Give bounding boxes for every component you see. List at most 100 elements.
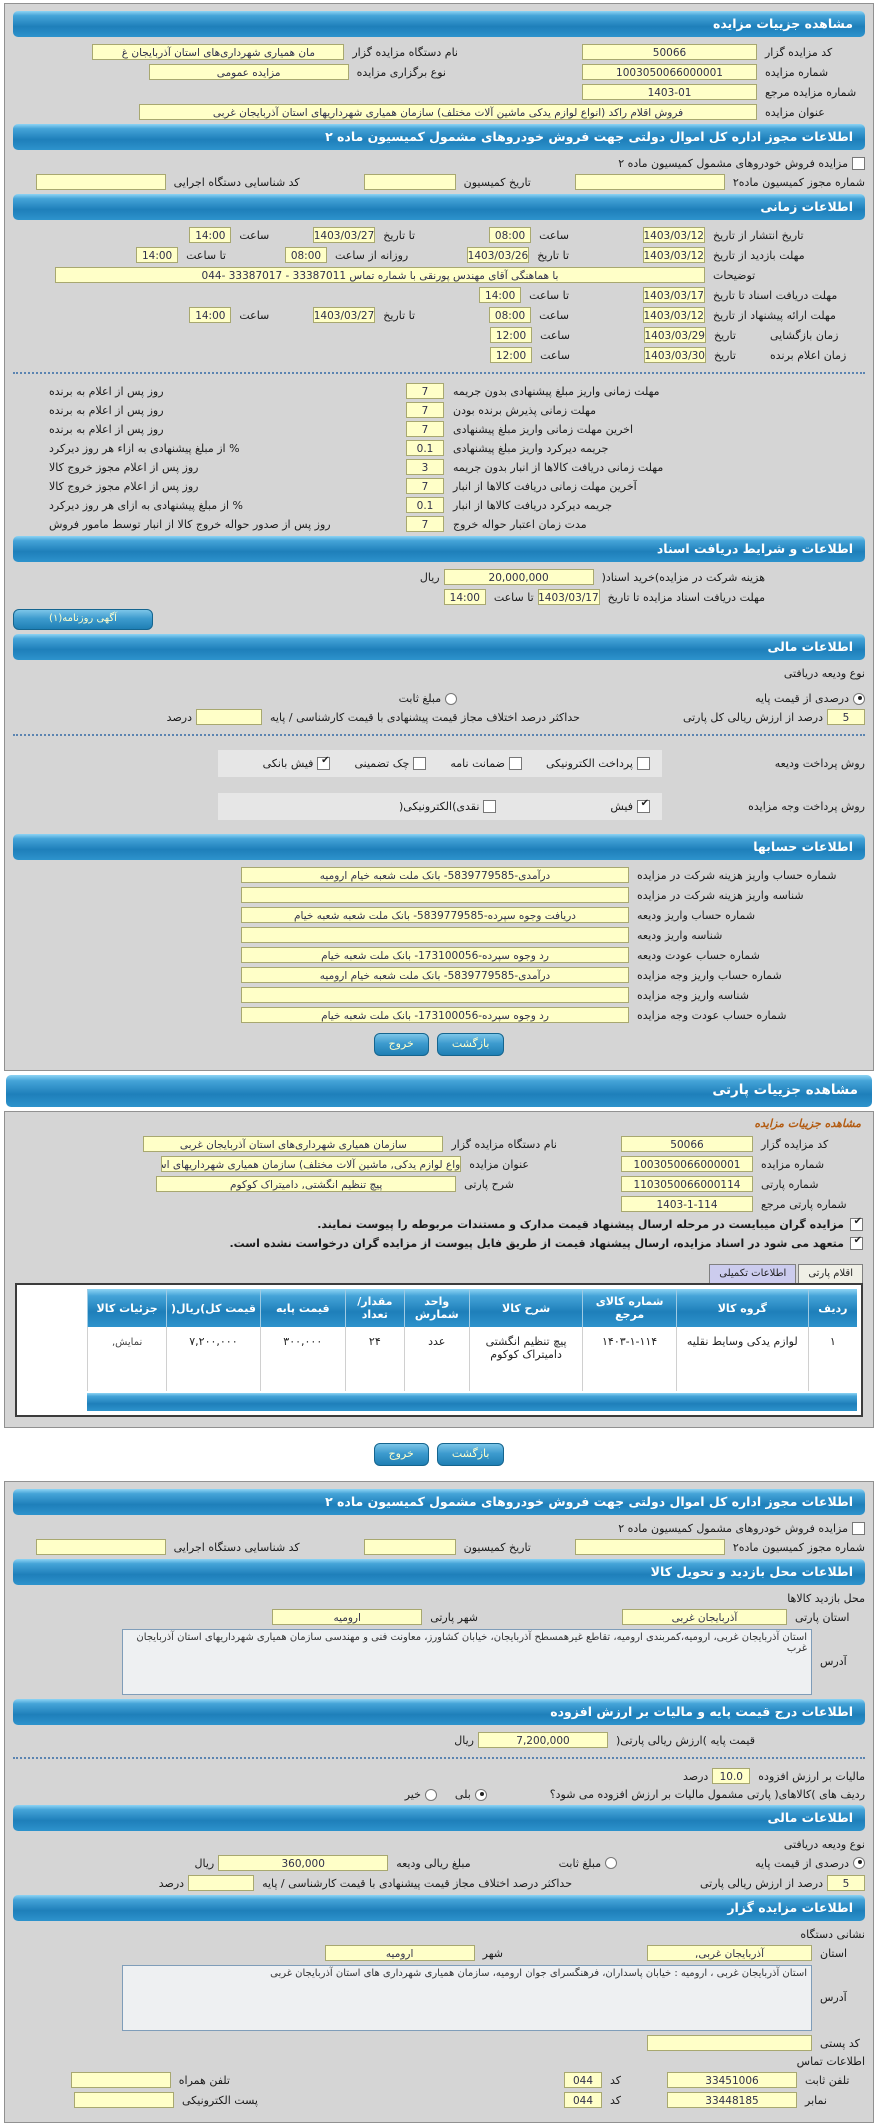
docs-deadline2-date-field[interactable]: 1403/03/17: [537, 589, 600, 605]
newspaper-ad-button[interactable]: آگهی روزنامه(۱): [13, 609, 153, 630]
max-diff-field[interactable]: [188, 1875, 255, 1891]
rule-value-field[interactable]: 0.1: [406, 440, 444, 456]
percent-of-base-radio[interactable]: [853, 692, 865, 705]
no-file-price-checkbox[interactable]: [850, 1235, 863, 1250]
account-field[interactable]: دریافت وجوه سپرده-5839779585- بانک ملت ش…: [241, 907, 629, 923]
base-price-field[interactable]: 7,200,000: [478, 1732, 608, 1748]
rule-value-field[interactable]: 3: [406, 459, 444, 475]
bidder-code-field[interactable]: 50066: [582, 44, 757, 60]
org-province-field[interactable]: آذربایجان غربی,: [647, 1945, 812, 1961]
postal-code-field[interactable]: [647, 2035, 812, 2051]
commission-date-field[interactable]: [363, 1539, 456, 1555]
slip-checkbox[interactable]: [637, 798, 650, 813]
account-field[interactable]: [241, 987, 629, 1003]
opening-time-field[interactable]: 12:00: [490, 327, 533, 343]
org-address-textarea[interactable]: استان آذربایجان غربی ، ارومیه : خیابان پ…: [122, 1965, 812, 2031]
email-field[interactable]: [74, 2092, 174, 2108]
fax-code-field[interactable]: 044: [563, 2092, 602, 2108]
show-details-link[interactable]: نمایش,: [111, 1337, 143, 1348]
visit-from-time-field[interactable]: 08:00: [284, 247, 327, 263]
commission-date-field[interactable]: [363, 174, 456, 190]
exit-button[interactable]: خروج: [373, 1033, 429, 1056]
rule-value-field[interactable]: 0.1: [406, 497, 444, 513]
bank-slip-checkbox[interactable]: [317, 755, 331, 770]
exec-id-field[interactable]: [35, 174, 166, 190]
vat-field[interactable]: 10.0: [712, 1768, 751, 1784]
agency-field[interactable]: سازمان همیاری شهرداری‌های استان آذربایجا…: [143, 1136, 444, 1152]
rule-value-field[interactable]: 7: [406, 383, 444, 399]
offer-from-time-field[interactable]: 08:00: [489, 307, 532, 323]
attach-docs-checkbox[interactable]: [850, 1216, 863, 1231]
account-field[interactable]: [241, 887, 629, 903]
winner-time-field[interactable]: 12:00: [490, 347, 533, 363]
back-button[interactable]: بازگشت: [436, 1033, 505, 1056]
account-field[interactable]: رد وجوه سپرده-173100056- بانک ملت شعبه خ…: [241, 1007, 629, 1023]
docs-deadline-time-field[interactable]: 14:00: [479, 287, 522, 303]
party-address-textarea[interactable]: استان آذربایجان غربی، ارومیه،کمربندی ارو…: [122, 1629, 812, 1695]
guarantee-letter-checkbox[interactable]: [509, 757, 522, 770]
party-city-field[interactable]: ارومیه: [272, 1609, 423, 1625]
party-ref-field[interactable]: 1403-1-114: [621, 1196, 753, 1212]
mobile-field[interactable]: [70, 2072, 171, 2088]
party-no-field[interactable]: 1103050066000114: [621, 1176, 753, 1192]
offer-to-date-field[interactable]: 1403/03/27: [313, 307, 376, 323]
vat-no-radio[interactable]: [424, 1788, 437, 1801]
publish-from-time-field[interactable]: 08:00: [489, 227, 532, 243]
visit-to-date-field[interactable]: 1403/03/26: [467, 247, 530, 263]
ref-no-field[interactable]: 1403-01: [582, 84, 757, 100]
agency-field[interactable]: مان همیاری شهرداری‌های استان آذربایجان غ: [92, 44, 345, 60]
phone-code-field[interactable]: 044: [563, 2072, 602, 2088]
auction-no-field[interactable]: 1003050066000001: [621, 1156, 753, 1172]
fixed-amount-radio[interactable]: [445, 692, 458, 705]
rule-value-field[interactable]: 7: [406, 421, 444, 437]
bidder-code-field[interactable]: 50066: [621, 1136, 753, 1152]
publish-to-time-field[interactable]: 14:00: [189, 227, 232, 243]
rule-value-field[interactable]: 7: [406, 402, 444, 418]
visit-to-time-field[interactable]: 14:00: [136, 247, 179, 263]
account-field[interactable]: درآمدی-5839779585- بانک ملت شعبه خیام ار…: [241, 967, 629, 983]
docs-deadline-date-field[interactable]: 1403/03/17: [643, 287, 705, 303]
electronic-payment-checkbox[interactable]: [637, 757, 650, 770]
fixed-amount-radio[interactable]: [605, 1857, 618, 1869]
back-button[interactable]: بازگشت: [436, 1443, 505, 1466]
rule-value-field[interactable]: 7: [406, 516, 444, 532]
party-desc-field[interactable]: پیچ تنظیم انگشتی, دامیتراک کوکوم: [156, 1176, 457, 1192]
deposit-amount-field[interactable]: 360,000: [218, 1855, 389, 1871]
org-city-field[interactable]: ارومیه: [324, 1945, 475, 1961]
max-diff-field[interactable]: [196, 709, 262, 725]
fax-field[interactable]: 33448185: [667, 2092, 797, 2108]
account-field[interactable]: رد وجوه سپرده-173100056- بانک ملت شعبه خ…: [241, 947, 629, 963]
phone-field[interactable]: 33451006: [667, 2072, 797, 2088]
winner-date-field[interactable]: 1403/03/30: [644, 347, 706, 363]
auction-type-field[interactable]: مزایده عمومی: [148, 64, 349, 80]
cash-electronic-checkbox[interactable]: [483, 800, 497, 813]
rule-value-field[interactable]: 7: [406, 478, 444, 494]
offer-from-date-field[interactable]: 1403/03/12: [643, 307, 705, 323]
auction-no-field[interactable]: 1003050066000001: [582, 64, 757, 80]
notes-field[interactable]: با هماهنگی آقای مهندس پورنقی با شماره تم…: [55, 267, 705, 283]
publish-to-date-field[interactable]: 1403/03/27: [313, 227, 376, 243]
deposit-percent-field[interactable]: 5: [827, 1875, 865, 1891]
deposit-percent-field[interactable]: 5: [827, 709, 865, 725]
visit-from-date-field[interactable]: 1403/03/12: [643, 247, 705, 263]
docs-deadline2-time-field[interactable]: 14:00: [443, 589, 486, 605]
party-province-field[interactable]: آذربایجان غربی: [622, 1609, 787, 1625]
permit-no-field[interactable]: [574, 174, 725, 190]
tab-party-items[interactable]: اقلام پارتی: [798, 1264, 863, 1283]
commission2-checkbox[interactable]: [852, 157, 865, 170]
opening-date-field[interactable]: 1403/03/29: [644, 327, 706, 343]
auction-title-field[interactable]: واع لوازم یدکی, ماشین آلات مختلف) سازمان…: [161, 1156, 462, 1172]
vat-yes-radio[interactable]: [474, 1788, 487, 1801]
tab-additional-info[interactable]: اطلاعات تکمیلی: [709, 1264, 797, 1283]
percent-of-base-radio[interactable]: [853, 1857, 865, 1869]
account-field[interactable]: [241, 927, 629, 943]
secured-check-checkbox[interactable]: [413, 757, 427, 770]
fee-field[interactable]: 20,000,000: [443, 569, 594, 585]
permit-no-field[interactable]: [574, 1539, 725, 1555]
publish-from-date-field[interactable]: 1403/03/12: [643, 227, 705, 243]
exec-id-field[interactable]: [35, 1539, 166, 1555]
commission2-checkbox[interactable]: [852, 1522, 865, 1535]
offer-to-time-field[interactable]: 14:00: [189, 307, 232, 323]
account-field[interactable]: درآمدی-5839779585- بانک ملت شعبه خیام ار…: [241, 867, 629, 883]
exit-button[interactable]: خروج: [373, 1443, 429, 1466]
